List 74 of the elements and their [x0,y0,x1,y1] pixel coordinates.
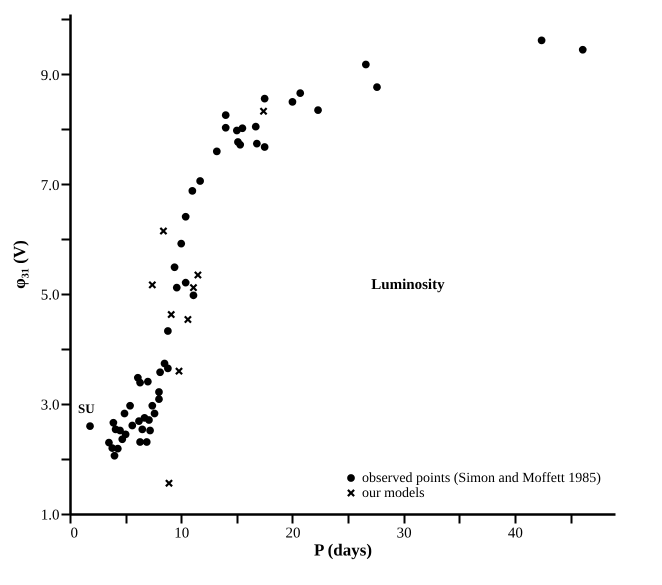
point [116,426,124,434]
point [260,94,269,102]
point [150,410,158,418]
point [184,316,192,324]
point [142,438,151,446]
point [165,479,173,488]
x-axis-title: P (days) [314,540,372,560]
point [177,240,186,248]
annotation: SU [78,401,96,416]
point [164,364,172,372]
point [144,378,152,386]
legend-label: our models [362,486,425,501]
x-tick-label: 30 [396,526,412,542]
point [175,367,183,376]
point [156,368,164,376]
point [167,310,176,318]
point [188,187,196,195]
point [373,83,381,91]
point [538,36,546,44]
y-axis-title: φ₃₁ (V) [10,240,29,289]
x-tick-label: 0 [70,526,78,542]
point [252,140,261,148]
x-tick-label: 10 [174,526,190,542]
x-tick-label: 40 [508,526,523,542]
point [222,111,230,119]
y-tick-label: 7.0 [40,178,60,194]
point [212,147,221,156]
point [260,143,269,151]
point [122,430,130,438]
point [182,278,190,287]
point [170,263,178,272]
point [148,281,156,289]
point [182,212,190,221]
point [128,422,136,430]
point [136,438,144,446]
point [126,402,134,410]
point [138,426,146,434]
point [296,89,304,97]
point [190,291,198,300]
point [145,416,153,424]
point [314,106,322,114]
y-tick-label: 1.0 [40,508,60,524]
y-tick-label: 3.0 [40,398,60,414]
legend-label: observed points (Simon and Moffett 1985) [362,471,602,486]
point [155,388,163,396]
point [136,378,144,387]
point [260,107,268,116]
point [252,122,260,131]
point [362,60,370,68]
point [146,426,154,434]
point [164,327,172,335]
point [148,402,156,410]
point [110,418,118,427]
point [172,284,181,292]
point [135,417,143,426]
point [105,438,113,446]
annotation: Luminosity [371,277,446,293]
point [86,422,94,430]
point [238,124,246,132]
point [110,452,118,460]
point [236,140,244,149]
point [190,284,198,292]
point [222,124,230,132]
point [196,177,204,185]
point [288,98,296,106]
y-tick-label: 5.0 [40,288,60,304]
point [578,46,587,54]
point [114,444,122,452]
point [120,410,128,418]
point [160,227,168,235]
y-tick-label: 9.0 [40,68,60,84]
point [194,271,202,279]
point [155,395,163,404]
x-tick-label: 20 [285,526,300,542]
